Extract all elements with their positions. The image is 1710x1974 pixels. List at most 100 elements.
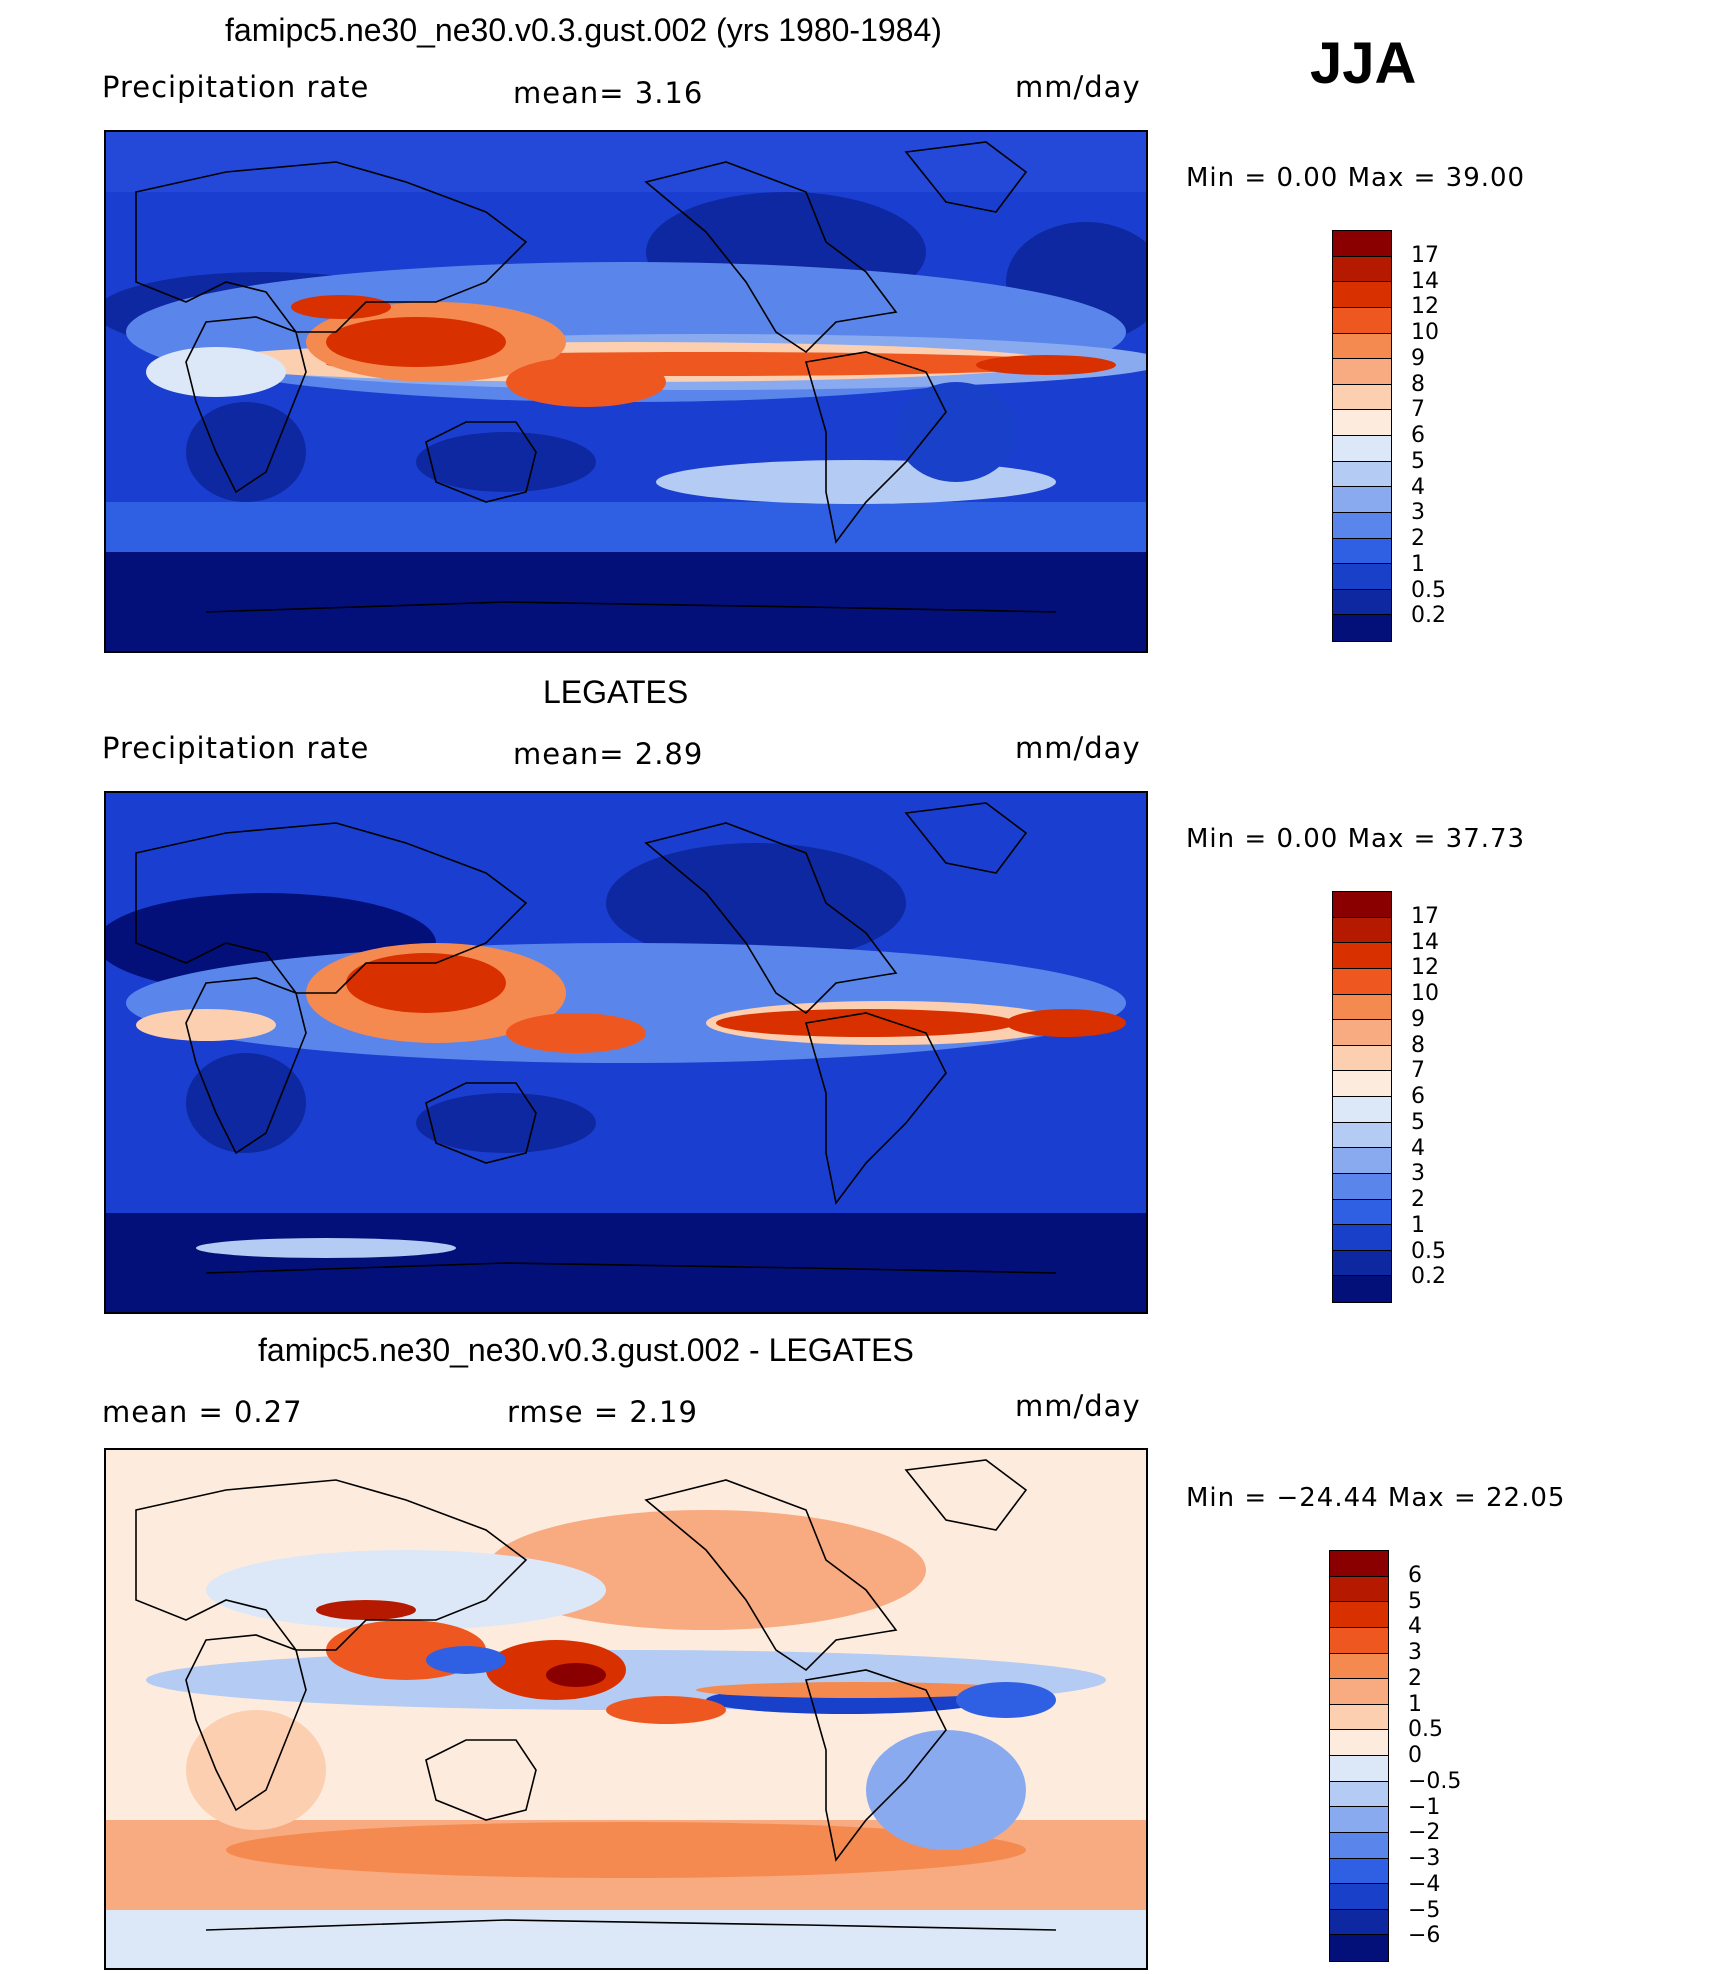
colorbar-tick-label: 17	[1411, 242, 1439, 268]
colorbar-box	[1330, 1602, 1388, 1628]
colorbar-tick-label: 10	[1411, 981, 1439, 1006]
colorbar-box	[1333, 1020, 1391, 1046]
colorbar-tick-label: 0.2	[1411, 603, 1446, 629]
colorbar-box	[1330, 1832, 1388, 1859]
colorbar-tick-label: −2	[1408, 1820, 1441, 1846]
panel-2-map-graphic	[106, 793, 1146, 1312]
colorbar-box	[1333, 968, 1391, 995]
colorbar-box	[1333, 512, 1391, 539]
panel-2-colorbar	[1332, 891, 1392, 1303]
colorbar-tick-label: 1	[1411, 551, 1425, 577]
panel-3-title: famipc5.ne30_ne30.v0.3.gust.002 - LEGATE…	[258, 1332, 914, 1368]
season-label: JJA	[1310, 31, 1417, 96]
panel-2-left-label: Precipitation rate	[102, 731, 370, 765]
panel-2-mean-label: mean= 2.89	[513, 737, 704, 771]
colorbar-box	[1333, 307, 1391, 334]
colorbar-tick-label: 9	[1411, 1006, 1425, 1032]
panel-1-map-graphic	[106, 132, 1146, 651]
colorbar-box	[1333, 333, 1391, 360]
panel-3-map	[104, 1448, 1148, 1970]
panel-2-minmax: Min = 0.00 Max = 37.73	[1186, 824, 1526, 854]
colorbar-tick-label: 12	[1411, 955, 1439, 981]
colorbar-tick-label: −0.5	[1408, 1768, 1462, 1794]
panel-3-units: mm/day	[1015, 1389, 1141, 1423]
colorbar-box	[1333, 917, 1391, 944]
colorbar-tick-label: 2	[1408, 1665, 1422, 1691]
colorbar-box	[1330, 1935, 1388, 1961]
colorbar-tick-label: −1	[1408, 1794, 1441, 1820]
colorbar-tick-label: 3	[1411, 1161, 1425, 1187]
colorbar-box	[1333, 231, 1391, 257]
colorbar-box	[1333, 564, 1391, 590]
colorbar-tick-label: 14	[1411, 268, 1439, 294]
colorbar-tick-label: 0.5	[1408, 1717, 1443, 1743]
colorbar-tick-label: 8	[1411, 371, 1425, 397]
colorbar-tick-label: −6	[1408, 1923, 1441, 1949]
colorbar-tick-label: 3	[1408, 1640, 1422, 1665]
colorbar-box	[1333, 589, 1391, 616]
colorbar-tick-label: −3	[1408, 1846, 1441, 1871]
colorbar-tick-label: 9	[1411, 345, 1425, 371]
colorbar-tick-label: −5	[1408, 1897, 1441, 1923]
colorbar-tick-label: 4	[1411, 474, 1425, 500]
colorbar-box	[1330, 1807, 1388, 1833]
colorbar-box	[1330, 1704, 1388, 1731]
colorbar-box	[1333, 994, 1391, 1021]
colorbar-tick-label: 0.5	[1411, 577, 1446, 603]
colorbar-tick-label: 7	[1411, 1058, 1425, 1084]
colorbar-box	[1333, 1276, 1391, 1302]
panel-1-units: mm/day	[1015, 70, 1141, 104]
colorbar-tick-label: 6	[1411, 423, 1425, 448]
panel-1-left-label: Precipitation rate	[102, 70, 370, 104]
colorbar-tick-label: 17	[1411, 903, 1439, 929]
colorbar-tick-label: 10	[1411, 320, 1439, 345]
colorbar-tick-label: 6	[1408, 1562, 1422, 1588]
colorbar-box	[1333, 1122, 1391, 1149]
colorbar-box	[1333, 487, 1391, 513]
colorbar-box	[1333, 436, 1391, 462]
panel-1-map	[104, 130, 1148, 653]
colorbar-box	[1330, 1730, 1388, 1756]
colorbar-box	[1330, 1576, 1388, 1603]
colorbar-box	[1330, 1679, 1388, 1705]
colorbar-tick-label: 5	[1411, 1109, 1425, 1135]
panel-2-title: LEGATES	[543, 674, 689, 710]
panel-3-mean-label: mean = 0.27	[102, 1395, 303, 1429]
panel-3-map-graphic	[106, 1450, 1146, 1968]
colorbar-box	[1333, 1199, 1391, 1226]
colorbar-tick-label: 5	[1411, 448, 1425, 474]
colorbar-box	[1333, 256, 1391, 283]
colorbar-box	[1333, 1045, 1391, 1072]
colorbar-tick-label: 1	[1411, 1212, 1425, 1238]
colorbar-box	[1333, 943, 1391, 969]
panel-2-map	[104, 791, 1148, 1314]
colorbar-tick-label: 4	[1408, 1614, 1422, 1640]
colorbar-tick-label: 0.5	[1411, 1238, 1446, 1264]
panel-1-minmax: Min = 0.00 Max = 39.00	[1186, 163, 1526, 193]
colorbar-tick-label: 2	[1411, 1187, 1425, 1212]
colorbar-box	[1333, 1097, 1391, 1123]
colorbar-tick-label: 0.2	[1411, 1264, 1446, 1290]
panel-3-rmse-label: rmse = 2.19	[507, 1395, 698, 1429]
colorbar-box	[1333, 538, 1391, 565]
colorbar-box	[1330, 1653, 1388, 1680]
colorbar-tick-label: 7	[1411, 397, 1425, 423]
colorbar-box	[1330, 1884, 1388, 1910]
panel-1-colorbar	[1332, 230, 1392, 642]
colorbar-box	[1333, 410, 1391, 436]
colorbar-tick-label: 6	[1411, 1084, 1425, 1109]
colorbar-box	[1330, 1909, 1388, 1936]
colorbar-box	[1333, 1250, 1391, 1277]
colorbar-box	[1333, 461, 1391, 488]
colorbar-box	[1333, 282, 1391, 308]
colorbar-box	[1330, 1781, 1388, 1808]
colorbar-tick-label: 3	[1411, 500, 1425, 526]
colorbar-box	[1333, 892, 1391, 918]
colorbar-box	[1330, 1551, 1388, 1577]
colorbar-box	[1333, 1225, 1391, 1251]
colorbar-tick-label: 12	[1411, 294, 1439, 320]
colorbar-tick-label: 4	[1411, 1135, 1425, 1161]
colorbar-box	[1333, 1173, 1391, 1200]
panel-3-minmax: Min = −24.44 Max = 22.05	[1186, 1483, 1566, 1513]
colorbar-tick-label: 0	[1408, 1743, 1422, 1768]
